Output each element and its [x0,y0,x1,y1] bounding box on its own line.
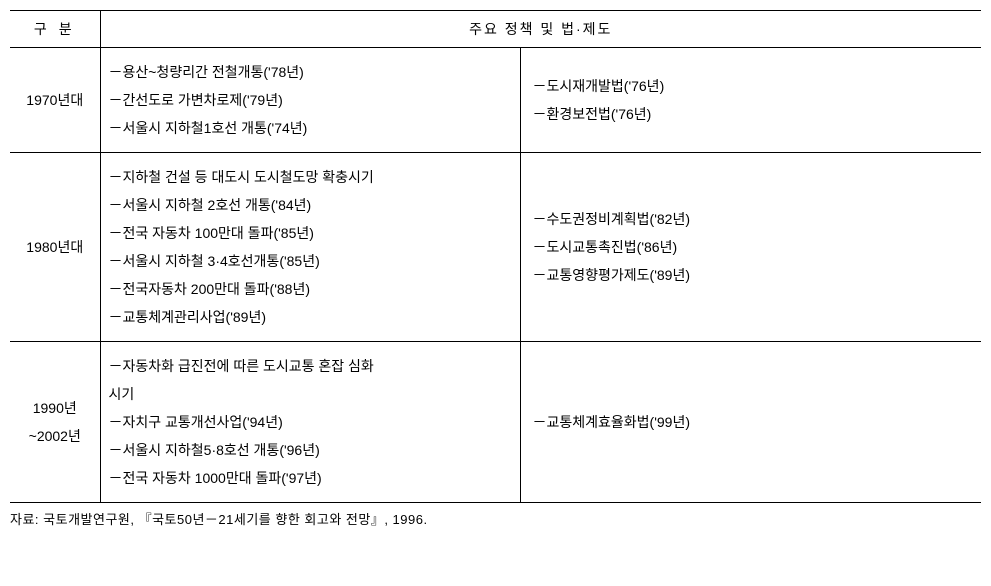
policy-item: －전국 자동차 1000만대 돌파('97년) [109,464,512,492]
policy-table-container: 구 분 주요 정책 및 법·제도 1970년대－용산~청량리간 전철개통('78… [10,10,981,528]
policy-item: －전국자동차 200만대 돌파('88년) [109,275,512,303]
policy-item: －교통영향평가제도('89년) [533,261,974,289]
policy-item: －환경보전법('76년) [533,100,974,128]
policy-item: －도시교통촉진법('86년) [533,233,974,261]
policy-item: －수도권정비계획법('82년) [533,205,974,233]
policy-item: －자치구 교통개선사업('94년) [109,408,512,436]
table-row: 1980년대－지하철 건설 등 대도시 도시철도망 확충시기－서울시 지하철 2… [10,153,981,342]
table-header-row: 구 분 주요 정책 및 법·제도 [10,11,981,48]
policy-item: －지하철 건설 등 대도시 도시철도망 확충시기 [109,163,512,191]
policy-item: －전국 자동차 100만대 돌파('85년) [109,219,512,247]
policy-item: －용산~청량리간 전철개통('78년) [109,58,512,86]
policy-item: －간선도로 가변차로제('79년) [109,86,512,114]
policy-item: －서울시 지하철5·8호선 개통('96년) [109,436,512,464]
category-header: 구 분 [10,11,100,48]
table-row: 1990년~2002년－자동차화 급진전에 따른 도시교통 혼잡 심화 시기－자… [10,342,981,503]
policy-table: 구 분 주요 정책 및 법·제도 1970년대－용산~청량리간 전철개통('78… [10,10,981,503]
policy-left-cell: －용산~청량리간 전철개통('78년)－간선도로 가변차로제('79년)－서울시… [100,48,520,153]
policy-header: 주요 정책 및 법·제도 [100,11,981,48]
table-body: 1970년대－용산~청량리간 전철개통('78년)－간선도로 가변차로제('79… [10,48,981,503]
policy-item: －서울시 지하철 2호선 개통('84년) [109,191,512,219]
category-cell: 1970년대 [10,48,100,153]
policy-right-cell: －교통체계효율화법('99년) [520,342,981,503]
policy-item: －자동차화 급진전에 따른 도시교통 혼잡 심화 [109,352,512,380]
policy-left-cell: －자동차화 급진전에 따른 도시교통 혼잡 심화 시기－자치구 교통개선사업('… [100,342,520,503]
category-cell: 1980년대 [10,153,100,342]
category-cell: 1990년~2002년 [10,342,100,503]
policy-right-cell: －도시재개발법('76년)－환경보전법('76년) [520,48,981,153]
policy-left-cell: －지하철 건설 등 대도시 도시철도망 확충시기－서울시 지하철 2호선 개통(… [100,153,520,342]
table-row: 1970년대－용산~청량리간 전철개통('78년)－간선도로 가변차로제('79… [10,48,981,153]
policy-item: －교통체계관리사업('89년) [109,303,512,331]
policy-item: －서울시 지하철1호선 개통('74년) [109,114,512,142]
policy-item: －교통체계효율화법('99년) [533,408,974,436]
policy-right-cell: －수도권정비계획법('82년)－도시교통촉진법('86년)－교통영향평가제도('… [520,153,981,342]
source-text: 자료: 국토개발연구원, 『국토50년－21세기를 향한 회고와 전망』, 19… [10,509,981,528]
policy-item: 시기 [109,380,512,408]
policy-item: －도시재개발법('76년) [533,72,974,100]
policy-item: －서울시 지하철 3·4호선개통('85년) [109,247,512,275]
